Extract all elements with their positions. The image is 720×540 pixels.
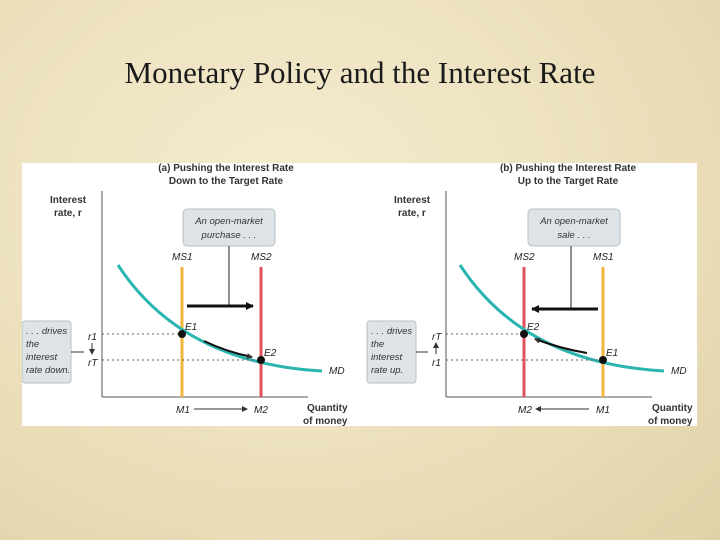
panel-b-title-line1: (b) Pushing the Interest Rate	[500, 163, 637, 174]
panel-b-m-left-label: M2	[518, 405, 532, 416]
panel-a-ms-right-label: MS2	[251, 252, 272, 263]
panel-a-side-note-line2: the	[26, 339, 39, 350]
panel-b-x-axis-label-line2: of money	[648, 416, 693, 426]
panel-a-md-curve	[116, 264, 323, 373]
panel-a-title-line1: (a) Pushing the Interest Rate	[158, 163, 294, 174]
panel-b-equilibrium-upper	[520, 330, 528, 338]
panel-a-x-axis-label-line2: of money	[303, 416, 348, 426]
panel-b-callout-line2: sale . . .	[557, 230, 590, 241]
panel-a-e-lower-label: E2	[264, 348, 277, 359]
panel-a-side-note-line1: . . . drives	[26, 326, 67, 337]
panel-a-side-note-line3: interest	[26, 352, 58, 363]
panel-b-m-right-label: M1	[596, 405, 610, 416]
slide-title: Monetary Policy and the Interest Rate	[124, 55, 596, 90]
panel-b: (b) Pushing the Interest Rate Up to the …	[366, 163, 693, 427]
panel-a-equilibrium-lower	[257, 356, 265, 364]
panel-a-e-upper-label: E1	[185, 322, 197, 333]
panel-a-r-upper-label: r1	[88, 332, 97, 343]
panel-a-equilibrium-upper	[178, 330, 186, 338]
panel-b-y-axis-label-line2: rate, r	[398, 208, 426, 219]
panel-b-e-lower-label: E1	[606, 348, 618, 359]
panel-a-m-right-label: M2	[254, 405, 268, 416]
panel-a-side-note-line4: rate down.	[26, 365, 70, 376]
panel-b-side-note-line4: rate up.	[371, 365, 403, 376]
money-market-diagram: (a) Pushing the Interest Rate Down to th…	[21, 163, 693, 427]
panel-b-y-axis-label-line1: Interest	[394, 195, 431, 206]
panel-a-y-axis-label-line1: Interest	[50, 195, 87, 206]
panel-b-callout	[527, 208, 621, 247]
panel-b-side-note-line1: . . . drives	[371, 326, 412, 337]
panel-a-r-lower-label: rT	[88, 358, 98, 369]
panel-b-movement-arrow	[534, 337, 588, 354]
panel-b-callout-line1: An open-market	[539, 216, 608, 227]
panel-a-ms-left-label: MS1	[172, 252, 193, 263]
panel-b-title-line2: Up to the Target Rate	[518, 176, 619, 187]
panel-a-md-label: MD	[329, 366, 345, 377]
panel-a-callout-line1: An open-market	[194, 216, 263, 227]
panel-a: (a) Pushing the Interest Rate Down to th…	[21, 163, 348, 427]
panel-b-side-note-line2: the	[371, 339, 384, 350]
panel-a-m-left-label: M1	[176, 405, 190, 416]
panel-b-ms-right-label: MS1	[593, 252, 614, 263]
panel-a-movement-arrow	[203, 340, 253, 359]
panel-a-callout-line2: purchase . . .	[201, 230, 257, 241]
panel-a-x-axis-label-line1: Quantity	[307, 403, 348, 414]
panel-a-y-axis-label-line2: rate, r	[54, 208, 82, 219]
panel-b-md-label: MD	[671, 366, 687, 377]
panel-a-title-line2: Down to the Target Rate	[169, 176, 284, 187]
panel-b-equilibrium-lower	[599, 356, 607, 364]
panel-b-e-upper-label: E2	[527, 322, 540, 333]
panel-b-x-axis-label-line1: Quantity	[652, 403, 693, 414]
money-market-figure: (a) Pushing the Interest Rate Down to th…	[21, 163, 697, 427]
panel-b-r-upper-label: rT	[432, 332, 442, 343]
panel-b-side-note-line3: interest	[371, 352, 403, 363]
panel-b-md-curve	[458, 264, 665, 373]
panel-b-ms-left-label: MS2	[514, 252, 535, 263]
panel-b-r-lower-label: r1	[432, 358, 441, 369]
